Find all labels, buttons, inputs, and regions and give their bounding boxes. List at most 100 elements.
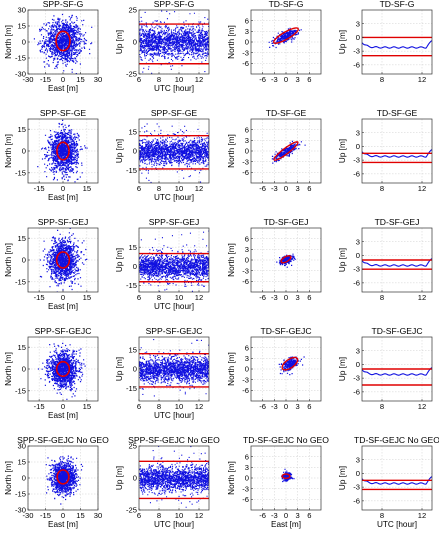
data-layer [362, 36, 432, 57]
axes-frame [361, 336, 433, 402]
x-axis-label: East [m] [48, 302, 78, 311]
y-tick-label: 3 [356, 346, 360, 355]
x-tick-label: 10 [175, 184, 183, 193]
subplot-title: TD-SF-G [380, 0, 415, 9]
scatter-points [33, 13, 93, 74]
y-axis-label: Up [m] [115, 139, 124, 163]
x-tick-label: 6 [137, 184, 141, 193]
x-tick-label: 8 [380, 75, 384, 84]
y-tick-label: 0 [133, 474, 137, 483]
y-tick-label: 3 [356, 455, 360, 464]
subplot-3-3: TD-SF-GEJC 8 12 -6 -3 0 3 Up [m] [338, 326, 433, 411]
x-tick-label: -15 [34, 293, 45, 302]
x-tick-label: -6 [259, 75, 266, 84]
x-tick-label: 30 [94, 511, 102, 520]
x-axis-label: East [m] [48, 84, 78, 93]
y-axis-label: Up [m] [115, 30, 124, 54]
scatter-points [139, 446, 209, 508]
axes-frame [361, 227, 433, 293]
x-axis-label: East [m] [271, 520, 301, 529]
axes-frame [361, 118, 433, 184]
x-tick-label: 0 [284, 184, 288, 193]
x-axis-label: UTC [hour] [154, 193, 194, 202]
error-ellipse [280, 255, 292, 264]
y-axis-label: Up [m] [115, 357, 124, 381]
subplot-title: TD-SF-GEJC [260, 326, 311, 336]
y-tick-label: 3 [245, 354, 249, 363]
subplot-0-0: SPP-SF-G -30 -15 0 15 30 -30 -15 0 15 30 East [m] No… [4, 0, 102, 93]
x-tick-label: 3 [296, 511, 300, 520]
y-tick-label: 0 [245, 147, 249, 156]
y-tick-label: -30 [15, 70, 26, 79]
subplot-2-3: TD-SF-GEJ 8 12 -6 -3 0 3 Up [m] [338, 217, 433, 302]
x-axis-label: UTC [hour] [154, 84, 194, 93]
x-tick-label: 3 [296, 402, 300, 411]
x-tick-label: 10 [175, 75, 183, 84]
y-axis-label: Up [m] [338, 30, 347, 54]
subplot-title: TD-SF-GEJC [371, 326, 422, 336]
scatter-points [37, 342, 86, 401]
error-ellipse [55, 360, 71, 378]
x-tick-label: 12 [195, 184, 203, 193]
y-tick-label: -25 [126, 506, 137, 515]
plot-area [362, 10, 432, 74]
data-layer [362, 476, 432, 491]
scatter-points [37, 119, 88, 183]
x-tick-label: 3 [296, 75, 300, 84]
subplot-title: SPP-SF-GEJ [149, 217, 200, 227]
x-tick-label: 0 [284, 293, 288, 302]
subplot-title: TD-SF-G [269, 0, 304, 9]
subplot-title: SPP-SF-GEJ [38, 217, 89, 227]
x-tick-label: -6 [259, 511, 266, 520]
y-tick-label: 3 [356, 19, 360, 28]
y-tick-label: 0 [245, 256, 249, 265]
subplot-1-1: SPP-SF-GE 6 8 10 12 -15 0 15 UTC [hour] Up [m] [115, 108, 210, 202]
y-tick-label: -3 [353, 156, 360, 165]
up-error-series [362, 149, 432, 158]
y-tick-label: -6 [242, 386, 249, 395]
x-axis-label: UTC [hour] [154, 411, 194, 420]
y-tick-label: 15 [129, 127, 137, 136]
y-tick-label: -3 [242, 266, 249, 275]
x-tick-label: 0 [61, 402, 65, 411]
y-tick-label: 15 [129, 243, 137, 252]
x-axis-label: UTC [hour] [154, 302, 194, 311]
x-tick-label: 3 [296, 184, 300, 193]
y-tick-label: 3 [245, 27, 249, 36]
x-tick-label: 6 [307, 511, 311, 520]
x-tick-label: 0 [61, 511, 65, 520]
axes-frame [361, 9, 433, 75]
y-tick-label: -15 [126, 384, 137, 393]
data-layer [281, 468, 295, 483]
y-tick-label: 15 [18, 234, 26, 243]
subplot-2-1: SPP-SF-GEJ 6 8 10 12 -15 0 15 UTC [hour] Up [m] [115, 217, 210, 311]
data-layer [362, 258, 432, 270]
y-tick-label: -6 [353, 496, 360, 505]
y-axis-label: North [m] [4, 243, 13, 277]
x-tick-label: 8 [157, 184, 161, 193]
y-axis-label: North [m] [4, 134, 13, 168]
y-tick-label: 0 [356, 251, 360, 260]
y-tick-label: -15 [15, 277, 26, 286]
error-ellipse [273, 27, 299, 44]
y-tick-label: 25 [129, 442, 137, 451]
data-layer [362, 367, 432, 386]
x-tick-label: 12 [418, 511, 426, 520]
data-layer [139, 339, 209, 397]
x-tick-label: 3 [296, 293, 300, 302]
x-tick-label: 6 [137, 75, 141, 84]
error-ellipse [56, 469, 70, 485]
y-axis-label: North [m] [4, 352, 13, 386]
y-tick-label: 0 [245, 38, 249, 47]
subplot-3-1: SPP-SF-GEJC 6 8 10 12 -15 0 15 UTC [hour] Up [m] [115, 326, 210, 420]
x-tick-label: 10 [175, 402, 183, 411]
subplot-title: SPP-SF-GEJC No GEO [17, 435, 109, 445]
x-tick-label: 0 [61, 75, 65, 84]
plot-area [362, 446, 432, 510]
subplot-0-3: TD-SF-G 8 12 -6 -3 0 3 Up [m] [338, 0, 433, 84]
data-layer [139, 446, 209, 508]
y-tick-label: 6 [245, 452, 249, 461]
x-tick-label: 6 [137, 293, 141, 302]
y-tick-label: 0 [22, 256, 26, 265]
subplot-4-0: SPP-SF-GEJC No GEO -30 -15 0 15 30 -30 -15 0 15 30… [4, 435, 109, 529]
